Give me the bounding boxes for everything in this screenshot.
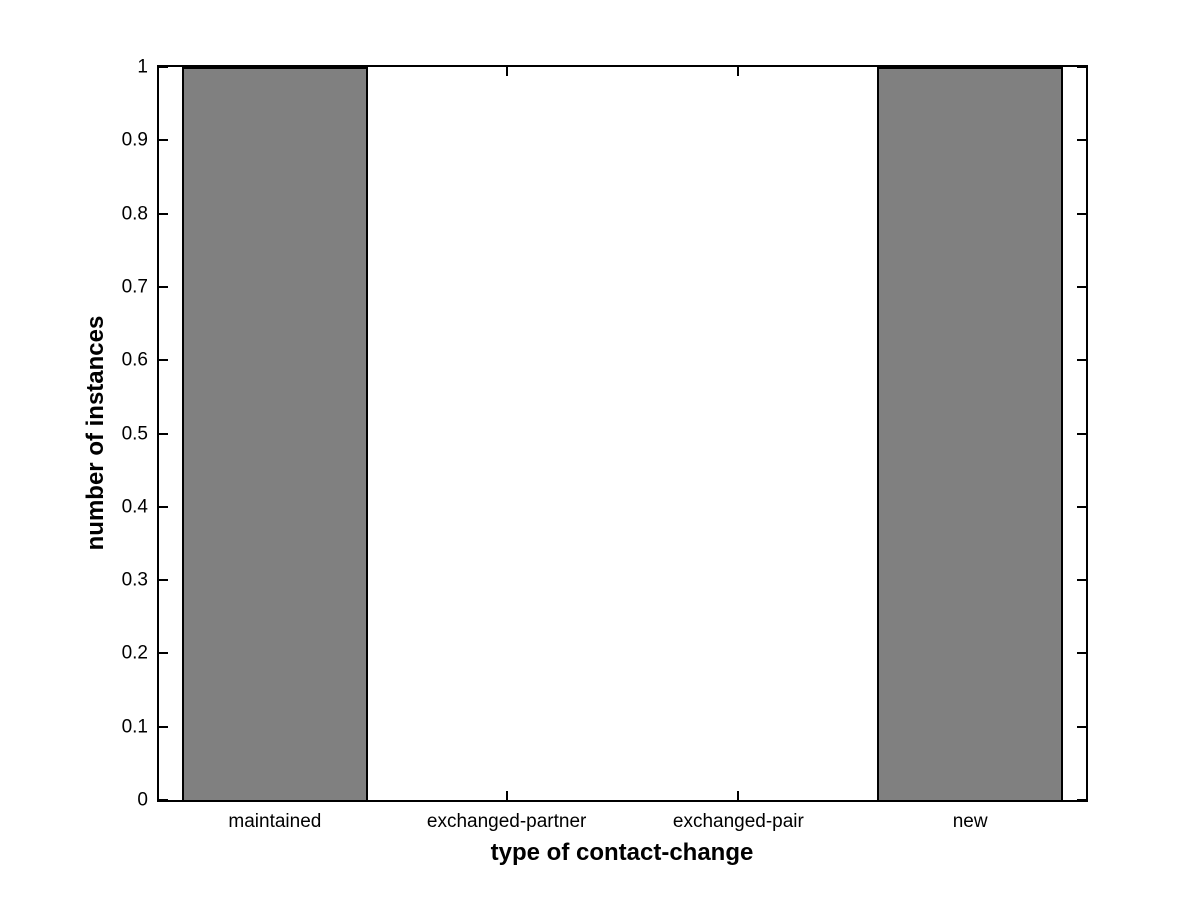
y-tick-label: 0.2 xyxy=(121,642,148,664)
y-tick xyxy=(159,66,168,68)
x-tick xyxy=(737,67,740,76)
y-tick-label: 0.1 xyxy=(121,716,148,738)
y-tick xyxy=(1077,139,1086,142)
y-tick xyxy=(159,505,168,508)
y-tick xyxy=(1077,359,1086,362)
y-tick xyxy=(1077,285,1086,288)
y-tick-label: 1 xyxy=(137,56,148,78)
y-tick xyxy=(159,652,168,655)
bar-new xyxy=(877,67,1063,800)
y-tick xyxy=(159,432,168,435)
y-tick xyxy=(159,799,168,801)
y-tick xyxy=(159,725,168,728)
x-tick xyxy=(505,67,508,76)
y-tick xyxy=(1077,799,1086,801)
y-tick-label: 0.9 xyxy=(121,129,148,151)
y-tick-label: 0 xyxy=(137,789,148,811)
y-tick xyxy=(1077,725,1086,728)
y-tick xyxy=(1077,652,1086,655)
y-tick xyxy=(1077,66,1086,68)
y-tick xyxy=(159,579,168,582)
x-tick xyxy=(505,791,508,800)
bar-maintained xyxy=(182,67,368,800)
y-tick xyxy=(159,212,168,215)
y-tick xyxy=(159,359,168,362)
x-tick xyxy=(737,791,740,800)
y-tick xyxy=(159,285,168,288)
y-tick xyxy=(1077,432,1086,435)
y-tick-label: 0.6 xyxy=(121,349,148,371)
plot-area xyxy=(157,65,1088,802)
y-tick xyxy=(1077,579,1086,582)
y-tick-label: 0.7 xyxy=(121,276,148,298)
x-axis-title: type of contact-change xyxy=(490,839,754,866)
y-tick xyxy=(159,139,168,142)
x-tick-label: exchanged-partner xyxy=(426,811,587,832)
y-tick-label: 0.5 xyxy=(121,423,148,444)
y-tick xyxy=(1077,505,1086,508)
x-tick-label: new xyxy=(952,811,988,832)
y-tick-label: 0.3 xyxy=(121,569,148,591)
y-tick xyxy=(1077,212,1086,215)
y-tick-label: 0.4 xyxy=(121,496,148,518)
y-tick-label: 0.8 xyxy=(121,203,148,225)
x-tick-label: maintained xyxy=(228,811,322,832)
x-tick-label: exchanged-pair xyxy=(672,811,804,832)
